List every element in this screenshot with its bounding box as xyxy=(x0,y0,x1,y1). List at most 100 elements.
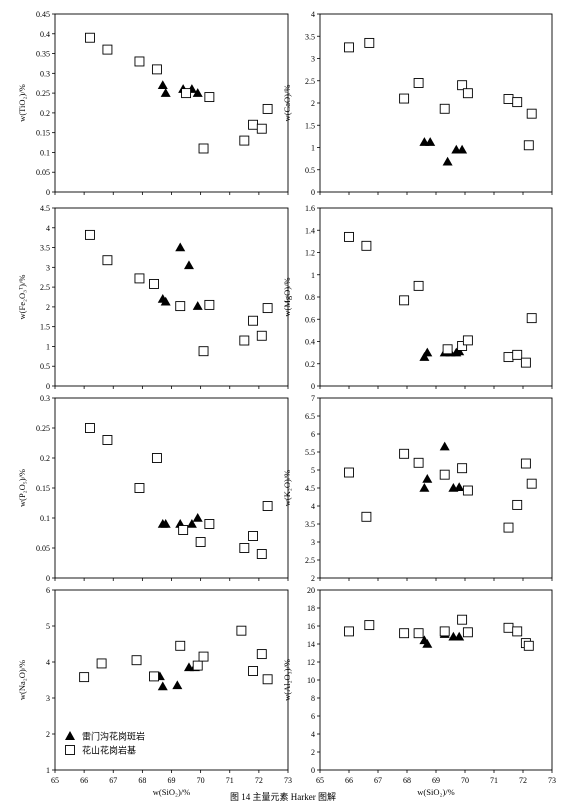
square-point xyxy=(195,537,206,547)
triangle-point xyxy=(454,482,465,492)
y-tick-label: 4.5 xyxy=(40,204,50,213)
square-point xyxy=(361,511,372,522)
y-tick-label: 2 xyxy=(46,303,50,312)
y-tick-label: 4 xyxy=(311,502,315,511)
plot-frame xyxy=(54,589,289,771)
y-tick-label: 7 xyxy=(311,394,315,403)
y-tick-label: 2 xyxy=(46,730,50,739)
y-tick-label: 5 xyxy=(311,466,315,475)
square-point xyxy=(79,672,90,683)
y-tick-label: 3 xyxy=(46,263,50,272)
triangle-point xyxy=(425,137,436,146)
y-axis-label: w(MgO)/% xyxy=(282,277,292,316)
y-tick-label: 0 xyxy=(311,188,315,197)
triangle-point xyxy=(419,483,430,492)
y-tick-label: 4.5 xyxy=(305,484,315,493)
y-tick-label: 3.5 xyxy=(305,32,315,41)
x-tick-label: 68 xyxy=(403,776,411,785)
square-point xyxy=(457,614,468,625)
square-point xyxy=(413,457,424,468)
y-tick-label: 1.2 xyxy=(305,249,315,258)
y-tick-label: 8 xyxy=(311,694,315,703)
x-tick-label: 66 xyxy=(80,776,88,785)
y-tick-label: 1.4 xyxy=(305,226,315,235)
square-point xyxy=(503,94,514,104)
y-tick-label: 4 xyxy=(46,224,50,233)
y-tick-label: 6 xyxy=(311,712,315,721)
square-point xyxy=(399,628,410,639)
y-tick-label: 16 xyxy=(307,622,315,631)
square-point xyxy=(175,301,186,312)
square-point xyxy=(462,335,473,346)
x-tick-label: 66 xyxy=(345,776,353,785)
triangle-point xyxy=(419,352,430,361)
square-point xyxy=(523,140,534,151)
x-tick-label: 70 xyxy=(461,776,469,785)
square-point xyxy=(256,123,267,134)
x-axis-label: w(SiO₂)/% xyxy=(417,787,454,797)
square-point xyxy=(248,666,259,676)
y-tick-label: 4 xyxy=(46,658,50,667)
y-tick-label: 5.5 xyxy=(305,448,315,457)
y-axis-label: w(K₂O)/% xyxy=(282,470,292,506)
y-tick-label: 5 xyxy=(46,622,50,631)
y-tick-label: 18 xyxy=(307,604,315,613)
square-point xyxy=(442,344,453,355)
panel-k2o: 2 2.5 3 3.5 4 4.5 5 5.5 6 6.5 7 w(K₂O)/% xyxy=(282,394,553,583)
legend-label: 雷门沟花岗斑岩 xyxy=(82,731,145,742)
square-point xyxy=(204,299,215,310)
triangle-point xyxy=(192,301,203,310)
square-point xyxy=(256,549,267,559)
figure-caption: 图 14 主量元素 Harker 图解 xyxy=(230,791,336,801)
x-tick-label: 67 xyxy=(374,776,382,785)
y-tick-label: 2 xyxy=(311,748,315,757)
square-point xyxy=(204,92,215,103)
x-tick-label: 65 xyxy=(51,776,59,785)
y-tick-label: 0 xyxy=(311,382,315,391)
y-axis-label: w(TiO₂)/% xyxy=(17,84,27,122)
square-point xyxy=(84,32,95,43)
y-tick-label: 0 xyxy=(311,766,315,775)
y-tick-label: 1 xyxy=(311,271,315,280)
y-tick-label: 0.2 xyxy=(305,360,315,369)
square-point xyxy=(204,519,215,529)
square-point xyxy=(178,525,189,535)
y-tick-label: 0.25 xyxy=(36,89,50,98)
y-tick-label: 3 xyxy=(311,538,315,547)
x-tick-label: 73 xyxy=(284,776,292,785)
square-point xyxy=(364,37,375,48)
x-tick-label: 65 xyxy=(316,776,324,785)
y-tick-label: 2.5 xyxy=(305,556,315,565)
panel-mgo: 0 0.2 0.4 0.6 0.8 1 1.2 1.4 1.6 w(MgO)/% xyxy=(282,204,553,391)
y-tick-label: 0.5 xyxy=(305,166,315,175)
square-point xyxy=(262,103,273,114)
square-point xyxy=(198,143,209,154)
triangle-point xyxy=(172,680,183,690)
y-tick-label: 0.2 xyxy=(40,109,50,118)
square-point xyxy=(256,330,267,341)
y-tick-label: 0.8 xyxy=(305,293,315,302)
square-point xyxy=(520,458,531,469)
y-axis-label: w(P₂O₅)/% xyxy=(17,469,27,507)
triangle-point xyxy=(157,681,168,691)
y-tick-label: 3.5 xyxy=(305,520,315,529)
square-point xyxy=(364,620,375,631)
square-point xyxy=(102,255,113,266)
square-point xyxy=(131,655,142,666)
panel-p2o5: 0 0.05 0.1 0.15 0.2 0.25 0.3 w(P₂O₅)/% xyxy=(17,394,289,583)
y-tick-label: 0.4 xyxy=(305,338,315,347)
square-point xyxy=(361,240,372,251)
y-tick-label: 0.3 xyxy=(40,394,50,403)
square-point xyxy=(399,295,410,306)
square-point xyxy=(96,658,107,669)
y-tick-label: 0.35 xyxy=(36,50,50,59)
y-tick-label: 0 xyxy=(46,382,50,391)
square-point xyxy=(102,435,113,445)
panel-tio2: 0 0.05 0.1 0.15 0.2 0.25 0.3 0.35 0.4 0.45 w(TiO₂)… xyxy=(17,10,289,197)
triangle-point xyxy=(183,260,194,270)
triangle-point xyxy=(192,513,203,522)
triangle-point xyxy=(186,519,197,528)
square-point xyxy=(413,628,424,639)
